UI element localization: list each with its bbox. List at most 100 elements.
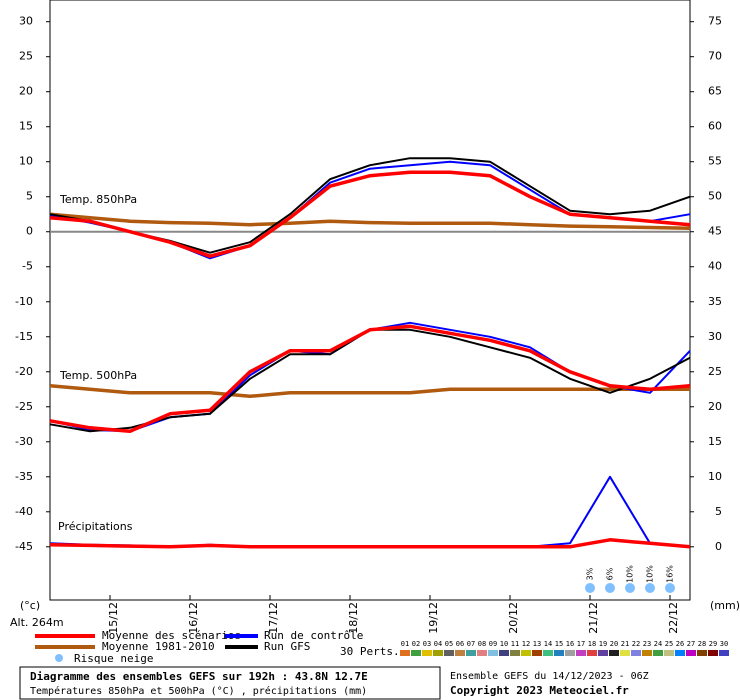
y-tick-label: 5 [26,190,33,203]
snow-label: 16% [666,565,675,583]
pert-swatch [719,650,729,656]
pert-swatch [609,650,619,656]
legend-label: Run de contrôle [264,629,363,642]
y2-tick-label: 50 [708,190,722,203]
y2-tick-label: 0 [715,540,722,553]
pert-swatch [488,650,498,656]
pert-swatch [620,650,630,656]
y2-tick-label: 40 [708,260,722,273]
y2-tick-label: 75 [708,15,722,28]
pert-label: 26 [676,640,684,648]
footer-copyright: Copyright 2023 Meteociel.fr [450,684,629,697]
pert-swatch [532,650,542,656]
pert-swatch [444,650,454,656]
x-tick-label: 21/12 [587,602,600,634]
pert-label: 02 [412,640,420,648]
pert-swatch [422,650,432,656]
footer-box [19,666,441,700]
pert-label: 20 [610,640,618,648]
pert-label: 25 [665,640,673,648]
x-tick-label: 15/12 [107,602,120,634]
series-line [49,538,691,549]
pert-swatch [664,650,674,656]
y-tick-label: -30 [15,435,33,448]
snow-label: 3% [586,567,595,580]
legend-label: Run GFS [264,640,310,653]
pert-label: 29 [709,640,717,648]
pert-swatch [521,650,531,656]
pert-label: 07 [467,640,475,648]
y2-tick-label: 20 [708,400,722,413]
legend-label: Risque neige [74,652,153,665]
y-tick-label: -20 [15,365,33,378]
y-label: (°c) [20,599,40,612]
pert-label: 14 [544,640,552,648]
pert-label: 21 [621,640,629,648]
y2-tick-label: 70 [708,50,722,63]
annotation: Temp. 850hPa [59,193,137,206]
altitude: Alt. 264m [10,616,64,629]
pert-swatch [565,650,575,656]
series-line [49,212,691,230]
y2-tick-label: 15 [708,435,722,448]
y-tick-label: -40 [15,505,33,518]
y2-tick-label: 60 [708,120,722,133]
series-line [49,324,691,434]
y2-tick-label: 5 [715,505,722,518]
y2-label: (mm) [710,599,740,612]
y2-tick-label: 55 [708,155,722,168]
x-tick-label: 17/12 [267,602,280,634]
y-tick-label: 30 [19,15,33,28]
snow-icon [605,583,615,593]
y-tick-label: -15 [15,330,33,343]
pert-swatch [675,650,685,656]
legend-label: 30 Perts. [340,645,400,658]
pert-swatch [708,650,718,656]
pert-swatch [587,650,597,656]
y-tick-label: 0 [26,225,33,238]
pert-swatch [466,650,476,656]
snow-icon [645,583,655,593]
pert-label: 05 [445,640,453,648]
legend-label: Moyenne 1981-2010 [102,640,215,653]
pert-swatch [697,650,707,656]
y-tick-label: -45 [15,540,33,553]
snow-icon [585,583,595,593]
pert-swatch [455,650,465,656]
x-tick-label: 16/12 [187,602,200,634]
pert-label: 13 [533,640,541,648]
pert-label: 17 [577,640,585,648]
pert-swatch [543,650,553,656]
pert-label: 23 [643,640,651,648]
y2-tick-label: 10 [708,470,722,483]
y2-tick-label: 45 [708,225,722,238]
y2-tick-label: 35 [708,295,722,308]
pert-label: 16 [566,640,574,648]
y-tick-label: -10 [15,295,33,308]
pert-swatch [642,650,652,656]
pert-label: 01 [401,640,409,648]
legend-label: Moyenne des scénarios [102,629,241,642]
pert-swatch [598,650,608,656]
pert-label: 08 [478,640,486,648]
y-tick-label: -5 [22,260,33,273]
x-tick-label: 22/12 [667,602,680,634]
footer-subtitle: Températures 850hPa et 500hPa (°C) , pré… [30,685,367,697]
pert-label: 28 [698,640,706,648]
pert-label: 11 [511,640,519,648]
legend-snow-icon [55,654,63,662]
pert-swatch [686,650,696,656]
y-tick-label: 25 [19,50,33,63]
pert-label: 03 [423,640,431,648]
pert-label: 15 [555,640,563,648]
pert-label: 27 [687,640,695,648]
pert-swatch [477,650,487,656]
pert-swatch [433,650,443,656]
y-tick-label: 10 [19,155,33,168]
y-tick-label: -25 [15,400,33,413]
x-tick-label: 19/12 [427,602,440,634]
pert-label: 09 [489,640,497,648]
plot [49,157,691,549]
